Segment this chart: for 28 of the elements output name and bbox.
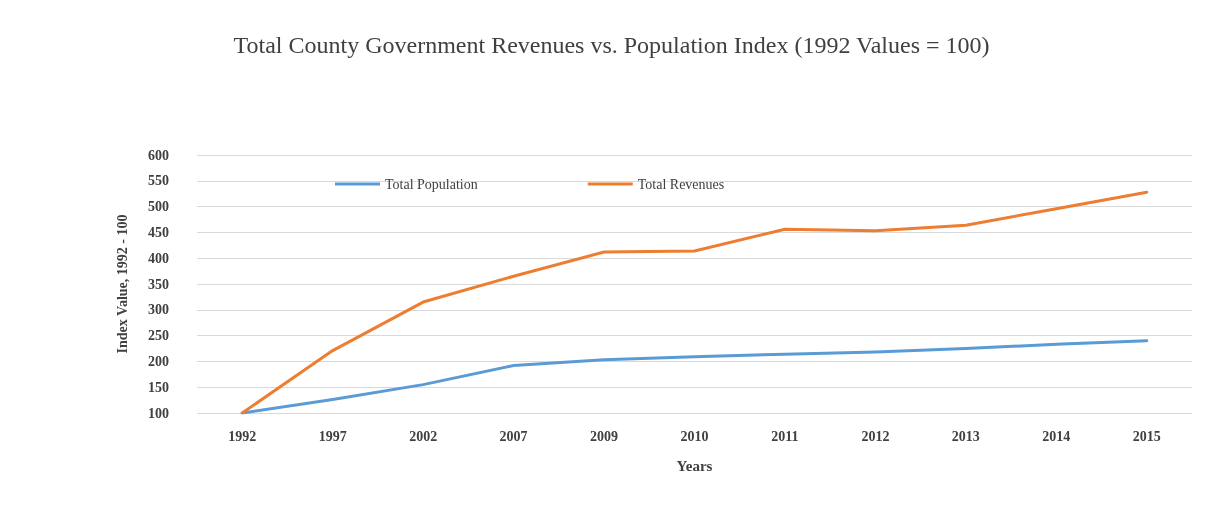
legend-label: Total Population bbox=[385, 176, 478, 192]
x-tick-label: 2011 bbox=[771, 428, 799, 444]
x-tick-label: 2010 bbox=[680, 428, 709, 444]
y-tick-label: 350 bbox=[148, 276, 169, 292]
y-tick-label: 200 bbox=[148, 353, 169, 369]
x-tick-label: 2015 bbox=[1132, 428, 1161, 444]
line-series bbox=[240, 190, 1149, 415]
x-tick-label: 2002 bbox=[409, 428, 438, 444]
x-tick-label: 2013 bbox=[951, 428, 980, 444]
y-tick-label: 250 bbox=[148, 328, 169, 344]
chart-title: Total County Government Revenues vs. Population Index (1992 Values = 100) bbox=[233, 32, 990, 58]
y-tick-label: 100 bbox=[148, 405, 169, 421]
x-tick-label: 1997 bbox=[318, 428, 347, 444]
y-tick-label: 600 bbox=[148, 147, 169, 163]
y-tick-label: 500 bbox=[148, 199, 169, 215]
x-tick-label: 2007 bbox=[499, 428, 528, 444]
x-tick-label: 2012 bbox=[861, 428, 890, 444]
y-tick-label: 300 bbox=[148, 302, 169, 318]
y-tick-label: 400 bbox=[148, 250, 169, 266]
y-tick-label: 150 bbox=[148, 379, 169, 395]
y-tick-label: 450 bbox=[148, 224, 169, 240]
x-axis-title: Years bbox=[676, 457, 713, 474]
x-tick-label: 2014 bbox=[1042, 428, 1071, 444]
x-tick-label: 1992 bbox=[228, 428, 257, 444]
legend-label: Total Revenues bbox=[637, 176, 725, 192]
y-tick-label: 550 bbox=[148, 173, 169, 189]
x-tick-label: 2009 bbox=[590, 428, 619, 444]
y-axis-title: Index Value, 1992 - 100 bbox=[114, 214, 130, 354]
